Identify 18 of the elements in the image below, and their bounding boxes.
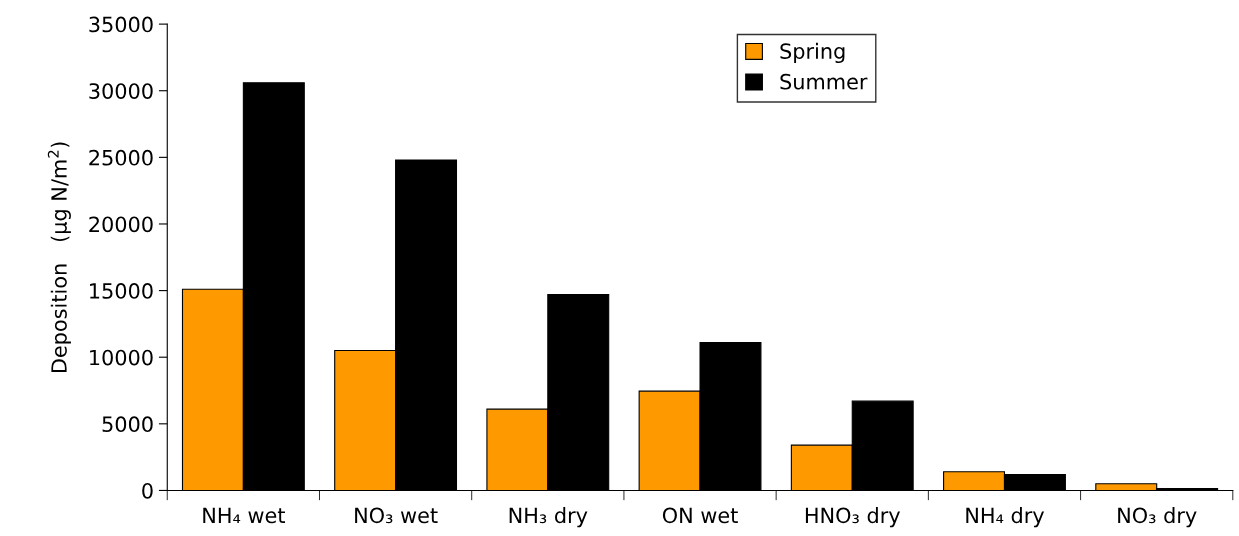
- y-tick-label: 5000: [102, 416, 153, 433]
- y-tick-label: 30000: [89, 83, 153, 99]
- x-tick-label: NO₃ wet: [355, 507, 438, 524]
- x-tick-label: NH₄ dry: [966, 507, 1045, 528]
- x-tick-label: NH₃ dry: [509, 507, 588, 528]
- y-tick-label: 10000: [90, 349, 153, 366]
- y-tick-label: 35000: [89, 16, 153, 33]
- x-tick-label: NH₄ wet: [203, 507, 285, 524]
- x-tick-label: HNO₃ dry: [805, 507, 900, 528]
- x-tick-label: NO₃ dry: [1118, 507, 1197, 528]
- y-tick-label: 15000: [90, 283, 153, 299]
- x-tick-label: ON wet: [662, 507, 738, 524]
- y-tick-label: 0: [142, 482, 153, 499]
- y-axis-title: Deposition (µg N/m$^{2}$): [47, 142, 71, 373]
- y-tick-label: 25000: [89, 149, 153, 166]
- legend-label: Summer: [780, 73, 868, 90]
- legend-label: Spring: [780, 42, 845, 64]
- y-tick-label: 20000: [89, 216, 153, 233]
